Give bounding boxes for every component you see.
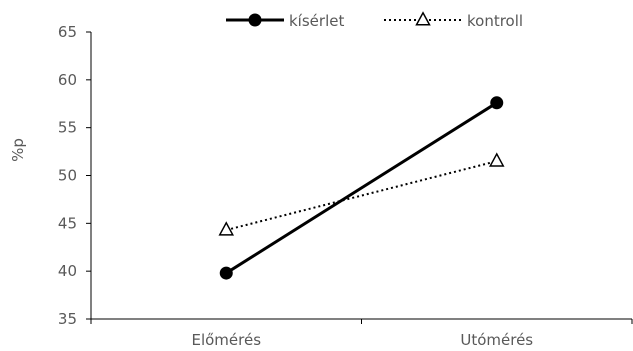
- legend-label: kontroll: [467, 12, 523, 30]
- y-tick-label: 65: [58, 23, 77, 41]
- legend-label: kísérlet: [289, 12, 344, 30]
- series-line: [226, 160, 497, 231]
- series-line: [225, 101, 498, 275]
- legend-item: kontroll: [384, 11, 523, 30]
- x-tick-label: Utómérés: [460, 331, 533, 349]
- legend-marker: [248, 13, 262, 27]
- data-point: [219, 266, 233, 280]
- y-tick-label: 35: [58, 310, 77, 328]
- data-point: [490, 96, 504, 110]
- series-layer: [218, 96, 505, 280]
- series-kontroll: [218, 152, 505, 236]
- x-axis-ticks: Előmérés Utómérés: [90, 319, 633, 349]
- y-axis-ticks: 35 40 45 50 55 60 65: [58, 23, 91, 328]
- legend: kísérlet kontroll: [226, 11, 523, 30]
- series-kiserlet: [219, 96, 504, 280]
- x-tick-label: Előmérés: [191, 331, 261, 349]
- legend-item: kísérlet: [226, 12, 344, 30]
- y-tick-label: 55: [58, 119, 77, 137]
- legend-marker: [415, 11, 431, 26]
- y-axis-title: %p: [9, 138, 27, 162]
- y-tick-label: 60: [58, 71, 77, 89]
- y-tick-label: 40: [58, 262, 77, 280]
- data-point: [488, 152, 505, 167]
- y-tick-label: 50: [58, 167, 77, 185]
- data-point: [218, 221, 235, 236]
- y-tick-label: 45: [58, 214, 77, 232]
